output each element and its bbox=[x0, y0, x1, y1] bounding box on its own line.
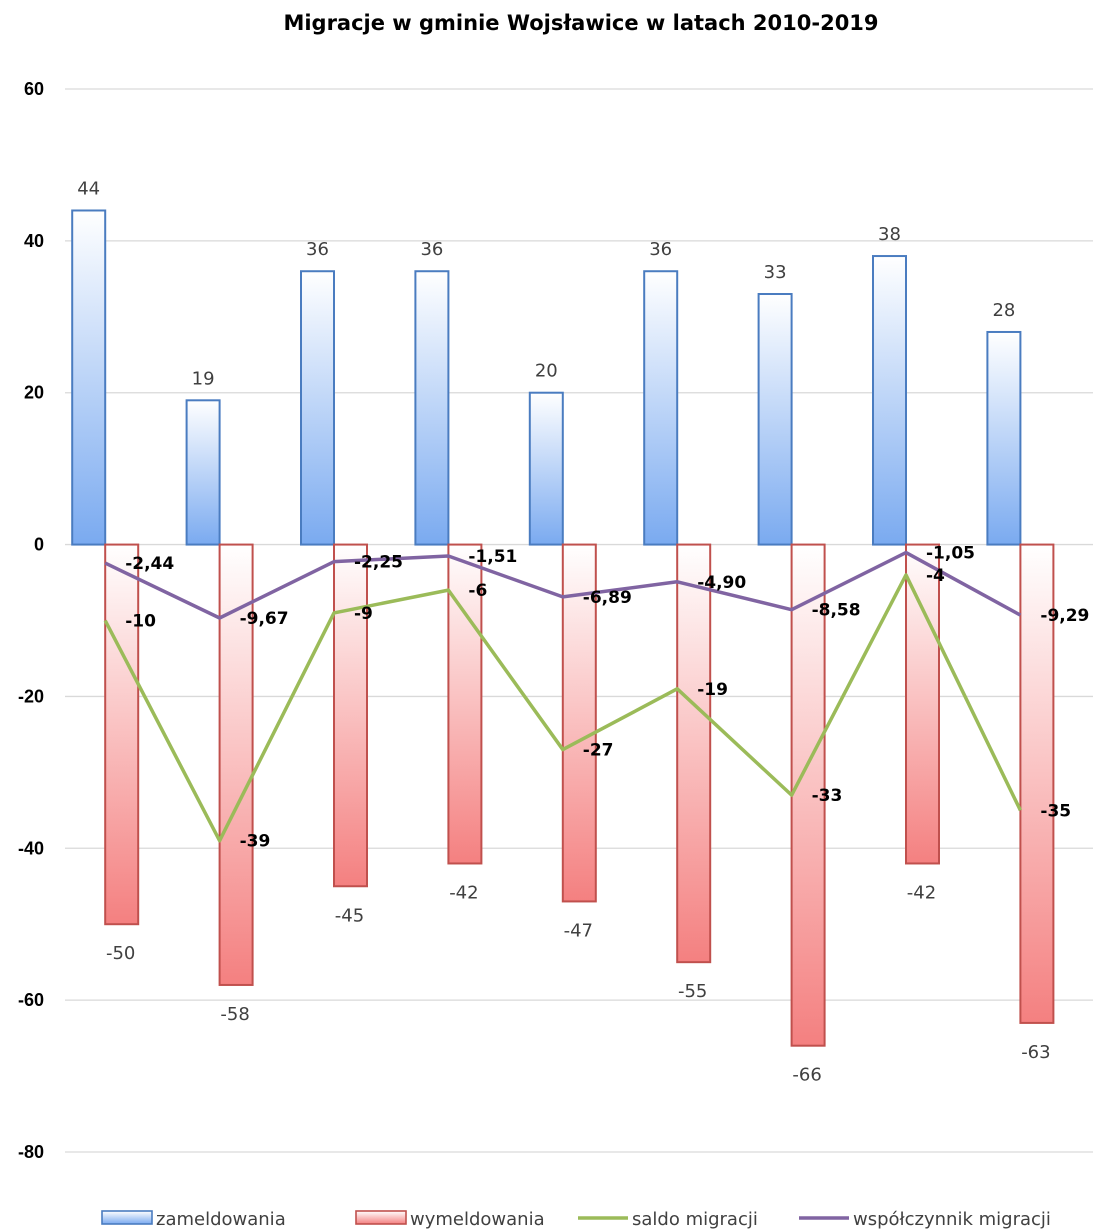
bar-label-zameldowania: 19 bbox=[192, 368, 215, 389]
line-label: -35 bbox=[1040, 801, 1071, 821]
bar-label-zameldowania: 20 bbox=[535, 361, 558, 382]
bar-zameldowania bbox=[757, 293, 793, 546]
line-label: -27 bbox=[583, 741, 614, 761]
bar-wymeldowania bbox=[1019, 543, 1055, 1024]
bar-zameldowania bbox=[185, 399, 221, 546]
bar-zameldowania bbox=[986, 330, 1022, 546]
bar-label-zameldowania: 28 bbox=[992, 300, 1015, 321]
line-label: -10 bbox=[125, 612, 156, 632]
line-label: -39 bbox=[240, 832, 271, 852]
line-saldo-migracji bbox=[103, 573, 1022, 843]
bar-wymeldowania bbox=[905, 543, 940, 865]
bar-label-zameldowania: 36 bbox=[420, 239, 443, 260]
line-label: -4 bbox=[926, 566, 945, 586]
bar-zameldowania bbox=[643, 270, 679, 546]
bar-label-wymeldowania: -47 bbox=[564, 920, 593, 941]
bar-zameldowania bbox=[300, 270, 335, 546]
bar-zameldowania bbox=[872, 255, 907, 546]
legend-swatch bbox=[101, 1210, 153, 1225]
y-tick-label: 60 bbox=[24, 79, 44, 99]
y-tick-label: -60 bbox=[18, 990, 44, 1010]
y-tick-label: 40 bbox=[24, 231, 44, 251]
y-tick-label: 20 bbox=[24, 383, 44, 403]
bar-label-zameldowania: 38 bbox=[878, 224, 901, 245]
bar-label-zameldowania: 36 bbox=[306, 239, 329, 260]
bar-label-wymeldowania: -50 bbox=[106, 943, 135, 964]
bar-label-zameldowania: 36 bbox=[649, 239, 672, 260]
bar-label-wymeldowania: -66 bbox=[792, 1065, 821, 1086]
bar-zameldowania bbox=[71, 209, 107, 546]
line-label: -9 bbox=[354, 604, 373, 624]
bar-label-wymeldowania: -42 bbox=[907, 882, 936, 903]
legend-label: zameldowania bbox=[156, 1209, 286, 1230]
bar-wymeldowania bbox=[561, 543, 597, 903]
y-tick-label: 0 bbox=[34, 535, 44, 555]
line-label: -6 bbox=[468, 581, 487, 601]
line-label: -8,58 bbox=[812, 601, 861, 621]
line-label: -33 bbox=[812, 786, 843, 806]
bar-wymeldowania bbox=[676, 543, 712, 964]
bar-wymeldowania bbox=[104, 543, 140, 926]
lines bbox=[103, 550, 1022, 843]
line-label: -1,05 bbox=[926, 544, 975, 564]
bar-label-wymeldowania: -55 bbox=[678, 981, 707, 1002]
bar-wymeldowania bbox=[790, 543, 826, 1047]
line-label: -6,89 bbox=[583, 588, 632, 608]
bar-label-wymeldowania: -45 bbox=[335, 905, 364, 926]
bar-label-zameldowania: 44 bbox=[77, 178, 100, 199]
bar-label-zameldowania: 33 bbox=[764, 262, 787, 283]
line-label: -2,44 bbox=[125, 554, 174, 574]
line-label: -9,29 bbox=[1040, 606, 1089, 626]
data-labels: 44 19 36 36 20 36 33 38 28 -50 -58 -45 -42 -47 -55 -66 -… bbox=[77, 178, 1089, 1085]
legend-swatch bbox=[355, 1210, 407, 1225]
bar-label-wymeldowania: -58 bbox=[220, 1004, 249, 1025]
line-label: -9,67 bbox=[240, 609, 289, 629]
y-tick-label: -20 bbox=[18, 686, 44, 706]
line-label: -2,25 bbox=[354, 553, 403, 573]
chart-title: Migracje w gminie Wojsławice w latach 20… bbox=[283, 11, 878, 35]
bar-wymeldowania bbox=[333, 543, 368, 888]
bar-label-wymeldowania: -42 bbox=[449, 882, 478, 903]
legend-label: współczynnik migracji bbox=[853, 1209, 1051, 1230]
line-label: -4,90 bbox=[697, 573, 746, 593]
bar-zameldowania bbox=[528, 391, 564, 546]
line-label: -1,51 bbox=[468, 547, 517, 567]
legend-label: saldo migracji bbox=[632, 1209, 758, 1230]
y-tick-label: -40 bbox=[18, 838, 44, 858]
line-współczynnik-migracji bbox=[104, 550, 1022, 620]
legend: zameldowania wymeldowania saldo migracji ws… bbox=[101, 1209, 1051, 1230]
bar-wymeldowania bbox=[218, 543, 254, 986]
y-tick-label: -80 bbox=[18, 1142, 44, 1162]
line-label: -19 bbox=[697, 680, 728, 700]
legend-label: wymeldowania bbox=[410, 1209, 545, 1230]
y-axis: 60 40 20 0 -20 -40 -60 -80 bbox=[18, 79, 44, 1162]
bar-label-wymeldowania: -63 bbox=[1021, 1042, 1050, 1063]
bar-zameldowania bbox=[414, 270, 450, 546]
